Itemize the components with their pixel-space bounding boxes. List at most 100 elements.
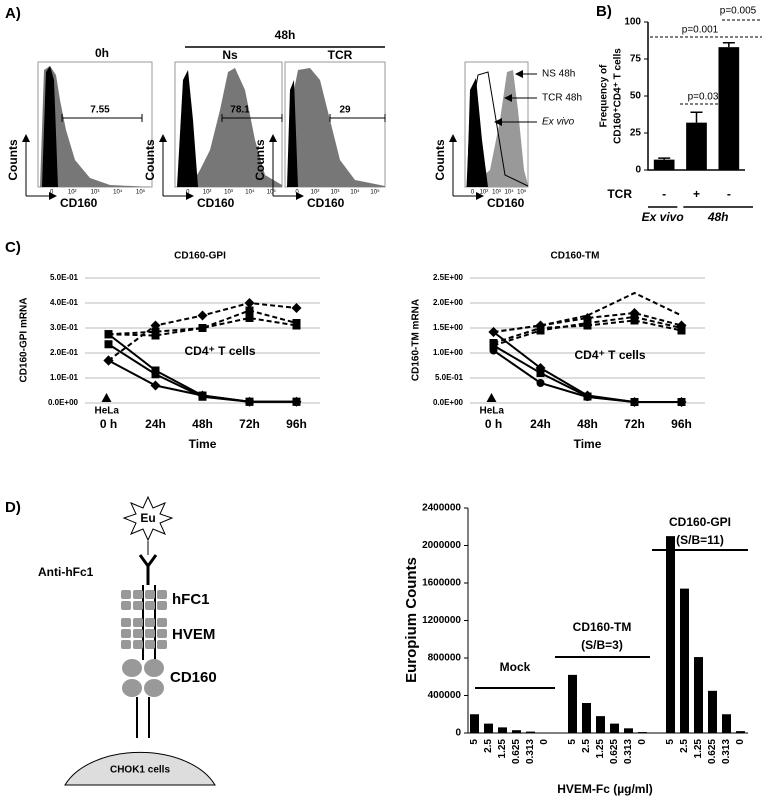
bar [526,731,535,733]
diagram [64,495,216,786]
gate-label: 29 [339,105,351,116]
marker [677,398,686,406]
bar [624,728,633,733]
x-tick-label: 0 [539,739,550,745]
y-tick-label: 5.0E-01 [435,373,464,382]
tick-label: 10⁴ [504,189,514,196]
x-tick-label: 5 [567,739,578,745]
marker [583,319,592,327]
marker [198,324,207,332]
tick-label: 10³ [331,190,340,196]
x-tick-label: 0.625 [707,739,718,764]
x-tick-label: 0 [637,739,648,745]
annotation: p=0.001 [682,25,719,36]
y-tick-label: 5.0E-01 [50,273,79,282]
x-tick-label: 2.5 [483,739,494,753]
x-tick-label: 24h [530,417,551,431]
x-tick-label: 0.625 [609,739,620,764]
marker [536,369,545,377]
bar [610,723,619,733]
bar [582,703,591,733]
time-label: 48h [275,28,296,42]
legend-label: TCR 48h [542,93,582,104]
y-tick-label: 50 [630,91,642,102]
annotation: CD4⁺ T cells [574,348,645,362]
y-tick-label: 75 [630,54,642,65]
condition-label: Ns [222,48,238,62]
gate-label: 7.55 [90,105,110,116]
histogram [287,80,298,187]
antibody [138,554,158,585]
x-tick-label: 5 [469,739,480,745]
x-axis-label: HVEM-Fc (µg/ml) [557,782,653,796]
histogram [40,66,152,187]
x-tick-label: 2.5 [679,739,690,753]
x-tick-label: 72h [624,417,645,431]
tick-label: 10³ [492,190,501,196]
group-label: CD160-TM [573,620,632,634]
bar [653,159,675,170]
y-tick-label: 0 [455,728,461,739]
marker [489,346,498,355]
diagram-label: Anti-hFc1 [38,565,94,579]
gate [221,114,283,122]
x-tick-label: 96h [671,417,692,431]
y-tick-label: 1200000 [422,615,461,626]
gate-label: 78.1 [230,105,250,116]
gate [61,114,143,122]
marker [197,310,208,321]
diagram-label: hFC1 [172,591,210,608]
marker [536,326,545,335]
panel-label: D) [5,499,21,516]
tick-label: 10⁵ [267,189,277,196]
condition-label: TCR [328,48,353,62]
tick-label: 10² [311,190,320,196]
bar [680,588,689,733]
group-label: Ex vivo [642,210,684,224]
tick-label: 0 [471,190,475,196]
bar [736,731,745,733]
bar [686,122,707,170]
reference-label: HeLa [95,406,120,417]
tick-label: 10³ [91,190,100,196]
marker [197,390,208,401]
diagram-label: CD160 [170,669,217,686]
chart-title: CD160-GPI [174,251,226,262]
error-bar [690,111,703,123]
y-tick-label: 4.0E-01 [50,298,79,307]
marker [488,327,499,337]
marker [292,321,301,330]
marker [536,379,545,387]
y-tick-label: 2400000 [422,503,461,514]
bar [666,536,675,733]
x-tick-label: - [662,187,666,201]
tick-label: 0 [50,190,54,196]
x-tick-label: 1.25 [693,739,704,759]
x-tick-label: + [693,187,700,201]
y-tick-label: 800000 [428,653,462,664]
bar [708,690,717,733]
reference-marker [101,393,112,402]
marker [244,298,255,308]
bar [596,716,605,733]
y-axis-label: Frequency of [599,64,610,127]
x-tick-label: 72h [239,417,260,431]
annotation: CD4⁺ T cells [184,344,255,358]
y-tick-label: 1.0E+00 [433,348,464,357]
row-label: TCR [607,187,632,201]
axis-label: CD160 [197,196,235,210]
anchor [136,697,150,738]
x-tick-label: 96h [286,417,307,431]
histogram [288,68,385,187]
chart-title: CD160-TM [551,251,600,262]
marker [291,396,302,407]
y-tick-label: 0.0E+00 [48,398,79,407]
reference-label: HeLa [480,406,505,417]
y-axis-label: CD160-GPI mRNA [19,297,30,382]
x-tick-label: 5 [665,739,676,745]
error-bar [722,41,735,48]
marker [630,398,639,406]
bar [638,732,647,733]
group-label: Mock [500,660,531,674]
tick-label: 0 [295,190,299,196]
